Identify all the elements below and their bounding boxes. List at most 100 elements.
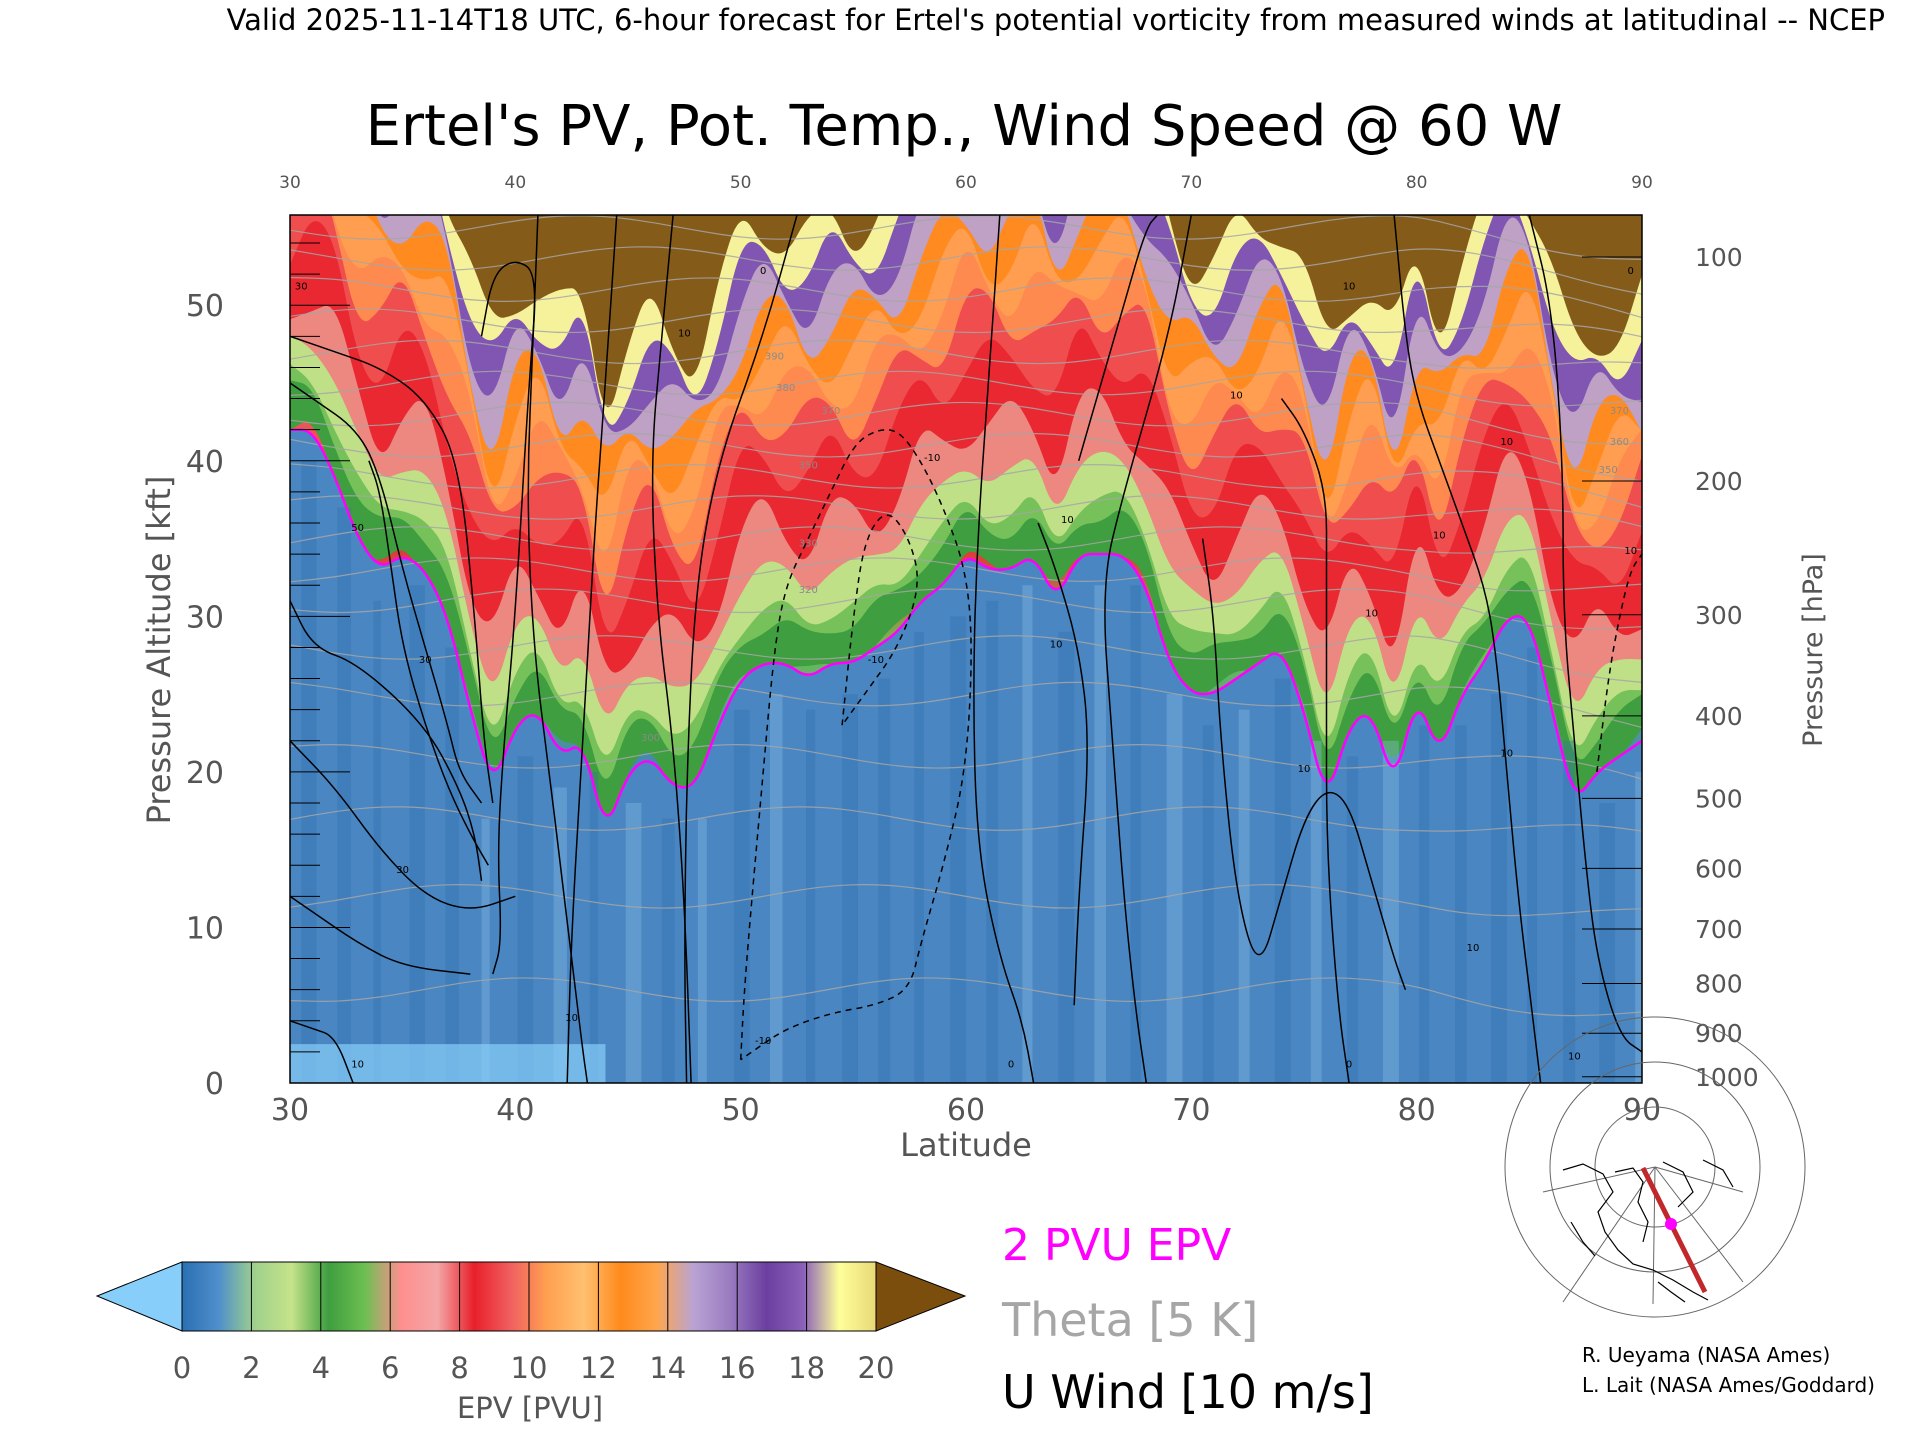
x-top-tick-label: 60 [955, 173, 977, 193]
pv-troposphere [290, 429, 1642, 1083]
theta-label: 350 [1599, 465, 1618, 476]
theta-isentrope [290, 370, 1642, 407]
u-wind-contour [973, 215, 1035, 1083]
u-wind-contour [841, 514, 918, 726]
u-wind-label: 30 [396, 865, 409, 876]
u-wind-label: 10 [1365, 608, 1378, 619]
pv-column [806, 709, 816, 1083]
colorbar-tick-label: 2 [242, 1351, 260, 1385]
u-wind-label: 10 [1624, 546, 1637, 557]
u-wind-label: 10 [1050, 639, 1063, 650]
pv-column [589, 771, 599, 1083]
theta-label: 370 [1610, 406, 1629, 417]
pv-column [373, 600, 382, 1083]
u-wind-label: 10 [1298, 764, 1311, 775]
locator-map [1504, 1016, 1806, 1318]
colorbar-left-tip [95, 1261, 183, 1332]
theta-isentrope [290, 806, 1642, 832]
pv-column [1635, 771, 1642, 1083]
y-tick-label: 0 [205, 1067, 224, 1102]
u-wind-contour [1280, 398, 1350, 1083]
pv-column [1418, 725, 1430, 1083]
x-axis-label: Latitude [900, 1126, 1032, 1164]
pv-column [1599, 803, 1616, 1083]
cross-section-marker [1665, 1218, 1677, 1230]
pv-column [733, 709, 750, 1083]
u-wind-contour [1104, 215, 1193, 1083]
theta-isentrope [290, 432, 1642, 482]
pressure-tick-label: 400 [1695, 702, 1743, 731]
u-wind-label: 0 [1346, 1059, 1352, 1070]
colorbar-tick-label: 0 [173, 1351, 191, 1385]
cross-section-line [1640, 1166, 1708, 1294]
pv-column [914, 631, 924, 1083]
u-wind-contour [480, 261, 536, 975]
plot-area: 30 50 30 30 10 10 10 0 -10 -10 -10 0 10 10 10 10 10 10 0 10… [289, 214, 1643, 1084]
plot-frame [289, 214, 1643, 1084]
u-wind-contour [290, 600, 483, 881]
pressure-tick-label: 500 [1695, 784, 1743, 813]
y-tick-label: 20 [186, 756, 224, 791]
pv-column [1563, 740, 1576, 1083]
pressure-tick-label: 300 [1695, 601, 1743, 630]
colorbar-tick-label: 4 [312, 1351, 330, 1385]
y-tick-label: 40 [186, 445, 224, 480]
pv-column [1454, 725, 1467, 1083]
u-wind-contour [1077, 215, 1159, 462]
pv-column [1491, 694, 1507, 1083]
pv-column [1527, 647, 1538, 1083]
u-wind-label: 0 [760, 266, 766, 277]
pv-column [1310, 740, 1322, 1083]
x-top-tick-label: 90 [1631, 173, 1653, 193]
u-wind-label: 10 [1230, 391, 1243, 402]
legend-theta: Theta [5 K] [1001, 1293, 1258, 1347]
x-tick-label: 90 [1623, 1093, 1661, 1128]
y2-axis-label: Pressure [hPa] [1798, 553, 1829, 747]
u-wind-label: 10 [678, 328, 691, 339]
theta-isentrope [290, 557, 1642, 592]
pv-column [1382, 740, 1399, 1083]
theta-label: 350 [799, 461, 818, 472]
theta-label: 370 [821, 406, 840, 417]
credit-line-2: L. Lait (NASA Ames/Goddard) [1582, 1373, 1875, 1397]
u-wind-contour [739, 428, 972, 1061]
u-wind-label: -10 [868, 655, 884, 666]
theta-isentrope [290, 635, 1642, 683]
u-wind-contour [1037, 522, 1088, 1006]
u-wind-contour [1596, 553, 1642, 772]
pressure-tick-label: 800 [1695, 969, 1743, 998]
u-wind-contour [290, 740, 516, 909]
pv-band [448, 215, 1642, 408]
pv-column [1130, 585, 1142, 1083]
x-tick-label: 30 [271, 1093, 309, 1128]
legend-pv: 2 PVU EPV [1002, 1220, 1231, 1271]
u-wind-contour [684, 215, 798, 1083]
theta-isentrope [290, 495, 1642, 528]
pv-column [1166, 694, 1183, 1083]
colorbar-tick-label: 12 [580, 1351, 617, 1385]
u-wind-label: 0 [1008, 1059, 1014, 1070]
u-wind-label: 10 [1568, 1052, 1581, 1063]
theta-isentrope [290, 463, 1642, 508]
pv-column [697, 818, 707, 1083]
theta-isentrope [290, 276, 1642, 319]
u-wind-label: 30 [419, 655, 432, 666]
x-top-tick-label: 70 [1181, 173, 1203, 193]
pressure-tick-label: 100 [1695, 243, 1743, 272]
pv-column [337, 507, 352, 1083]
pv-column [1274, 678, 1291, 1083]
theta-label: 390 [765, 352, 784, 363]
u-wind-label: 10 [1500, 748, 1513, 759]
u-wind-contour [290, 1020, 354, 1083]
theta-isentrope [290, 401, 1642, 445]
pv-column [842, 694, 858, 1083]
y-tick-label: 50 [186, 289, 224, 324]
theta-isentrope [290, 246, 1642, 295]
u-wind-label: 10 [1433, 531, 1446, 542]
theta-isentrope [290, 681, 1642, 729]
pv-column [1058, 631, 1075, 1083]
pv-column [481, 818, 490, 1083]
x-top-tick-label: 80 [1406, 173, 1428, 193]
x-top-tick-label: 50 [730, 173, 752, 193]
